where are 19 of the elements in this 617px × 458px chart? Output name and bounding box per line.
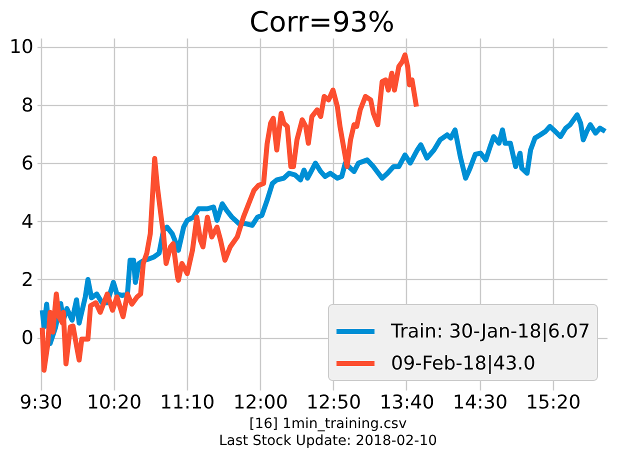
text: Last Stock Update: 2018-02-10 bbox=[218, 433, 438, 449]
x-tick-label: 11:10 bbox=[160, 392, 215, 414]
x-tick-label: 12:00 bbox=[233, 392, 288, 414]
x-tick-label: 9:30 bbox=[20, 392, 62, 414]
y-tick-label: 0 bbox=[21, 327, 34, 350]
x-tick-label: 15:20 bbox=[526, 392, 581, 414]
text: [16] 1min_training.csv bbox=[249, 416, 407, 432]
x-tick-label: 10:20 bbox=[86, 392, 142, 414]
y-tick-label: 8 bbox=[21, 94, 34, 116]
y-tick-label: 2 bbox=[21, 268, 34, 291]
x-tick-label: 13:40 bbox=[380, 392, 434, 414]
y-tick-label: 6 bbox=[21, 152, 34, 175]
x-tick-label: 12:50 bbox=[306, 392, 362, 414]
x-tick-label: 14:30 bbox=[452, 392, 508, 414]
legend-label: 09-Feb-18|43.0 bbox=[391, 352, 536, 374]
legend-label: Train: 30-Jan-18|6.07 bbox=[390, 320, 590, 342]
chart-title: Corr=93% bbox=[250, 6, 394, 39]
y-tick-label: 10 bbox=[9, 36, 34, 58]
y-tick-label: 4 bbox=[21, 210, 34, 233]
